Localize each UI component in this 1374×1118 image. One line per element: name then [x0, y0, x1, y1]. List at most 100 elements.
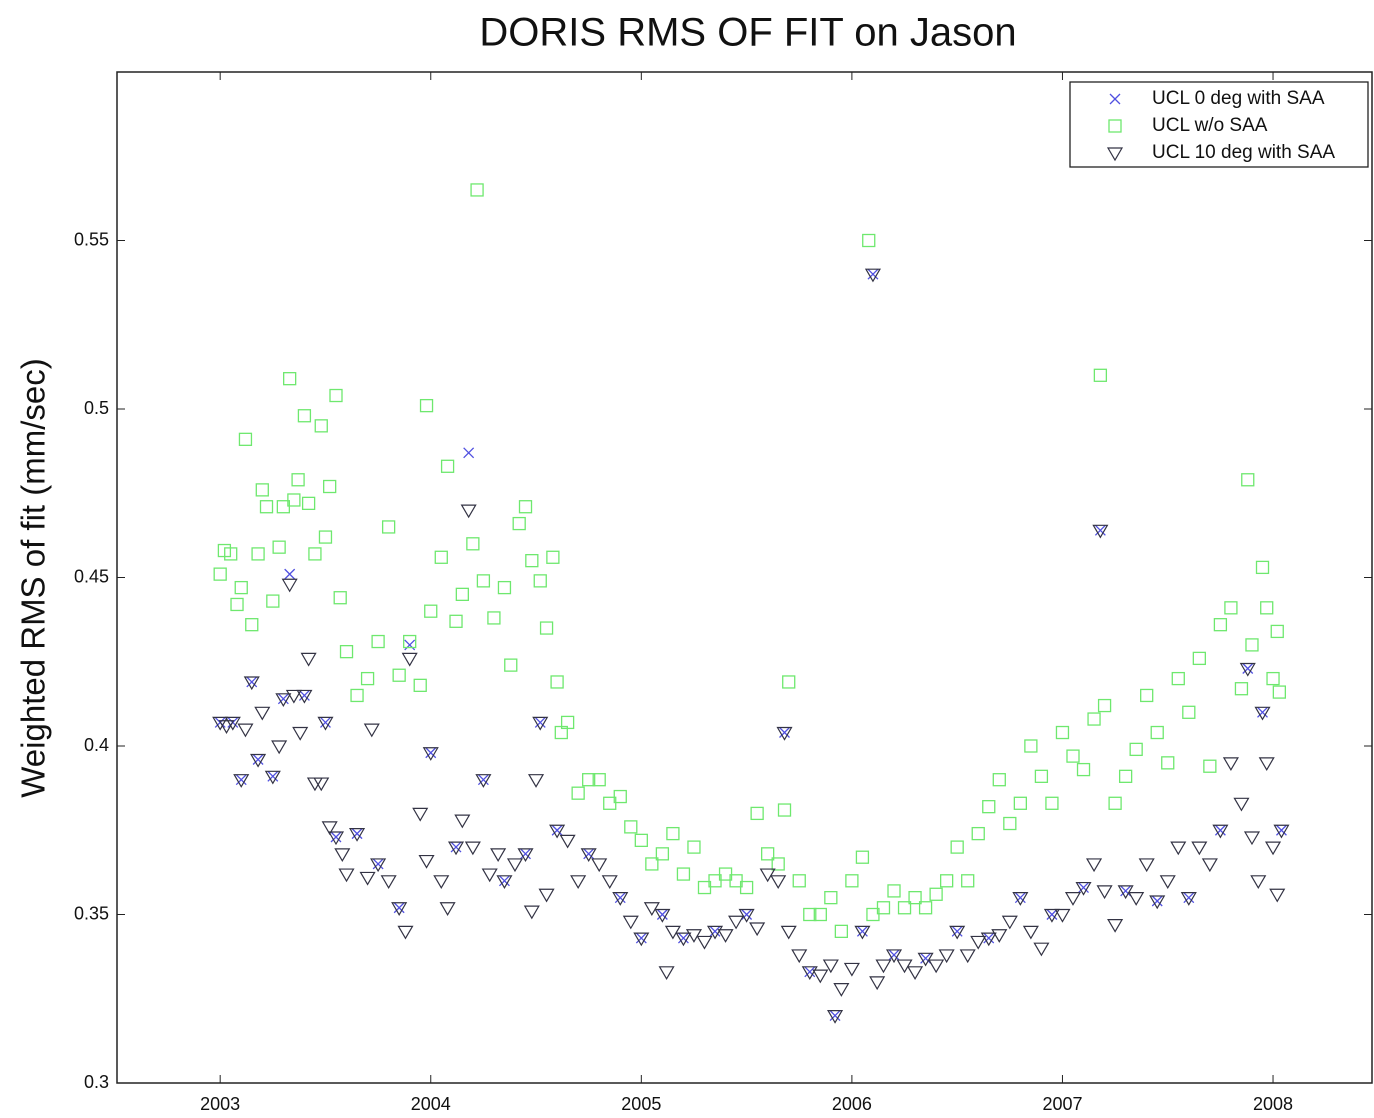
point: [603, 796, 617, 810]
point: [418, 854, 435, 869]
point: [876, 901, 891, 915]
point: [991, 929, 1008, 943]
point: [983, 932, 995, 944]
point: [454, 814, 471, 829]
point: [1224, 601, 1238, 615]
point: [917, 952, 934, 967]
point: [1013, 796, 1027, 810]
point: [439, 902, 456, 916]
point: [413, 678, 427, 692]
point: [622, 915, 639, 930]
point: [1233, 797, 1250, 812]
point: [1258, 757, 1275, 772]
point: [359, 871, 376, 886]
point: [854, 925, 871, 940]
point: [320, 716, 331, 728]
point: [1066, 749, 1080, 763]
x-tick-label: 2006: [832, 1094, 872, 1114]
point: [291, 473, 305, 487]
point: [1272, 685, 1286, 699]
point: [843, 962, 860, 977]
point: [512, 516, 526, 531]
point: [475, 774, 492, 788]
point: [292, 726, 309, 741]
point: [285, 689, 302, 704]
x-tick-label: 2005: [621, 1094, 661, 1114]
y-tick-label: 0.4: [84, 735, 109, 755]
point: [1234, 682, 1249, 696]
point: [1270, 624, 1284, 639]
point: [709, 925, 721, 937]
point: [792, 874, 806, 888]
point: [318, 530, 333, 544]
point: [1266, 671, 1280, 686]
point: [677, 932, 689, 944]
point: [1182, 705, 1196, 719]
point: [1222, 757, 1239, 772]
point: [920, 952, 932, 964]
point: [801, 966, 818, 980]
point: [250, 753, 267, 768]
y-tick-label: 0.35: [74, 903, 109, 923]
point: [481, 868, 498, 883]
point: [403, 634, 417, 649]
point: [527, 774, 545, 788]
point: [424, 604, 438, 618]
point: [601, 875, 618, 889]
point: [706, 925, 724, 940]
point: [950, 840, 964, 854]
point: [1064, 892, 1082, 906]
point: [230, 597, 244, 612]
point: [550, 675, 564, 689]
point: [272, 540, 286, 554]
point: [959, 949, 976, 964]
point: [422, 747, 439, 761]
point: [425, 747, 437, 759]
point: [327, 831, 345, 846]
point: [234, 580, 248, 595]
point: [761, 847, 775, 861]
point: [433, 875, 450, 889]
point: [1257, 706, 1268, 718]
point: [1045, 796, 1059, 810]
point: [655, 847, 670, 861]
point: [372, 858, 384, 870]
point: [834, 924, 849, 938]
point: [363, 723, 380, 738]
point: [259, 500, 274, 514]
point: [812, 969, 829, 984]
point: [518, 500, 533, 514]
point: [739, 880, 754, 895]
point: [833, 983, 850, 997]
legend-label: UCL w/o SAA: [1152, 115, 1268, 136]
point: [866, 907, 880, 922]
point: [643, 902, 660, 916]
point: [1255, 560, 1270, 575]
point: [275, 693, 292, 708]
point: [532, 716, 549, 731]
point: [314, 419, 328, 433]
point: [1003, 816, 1017, 831]
point: [696, 935, 713, 950]
point: [687, 840, 701, 854]
point: [330, 831, 342, 843]
point: [317, 716, 334, 731]
point: [645, 857, 659, 871]
point: [1242, 663, 1254, 674]
point: [323, 479, 337, 494]
point: [447, 841, 465, 856]
point: [370, 858, 387, 873]
point: [339, 644, 354, 659]
point: [1093, 368, 1108, 382]
point: [929, 887, 943, 901]
y-axis-label: Weighted RMS of fit (mm/sec): [15, 358, 52, 798]
point: [351, 828, 363, 840]
point: [487, 611, 501, 625]
point: [869, 976, 886, 991]
point: [1054, 908, 1071, 923]
point: [1239, 662, 1256, 677]
point: [224, 547, 238, 561]
point: [980, 932, 997, 947]
point: [1150, 725, 1164, 740]
point: [697, 880, 712, 895]
